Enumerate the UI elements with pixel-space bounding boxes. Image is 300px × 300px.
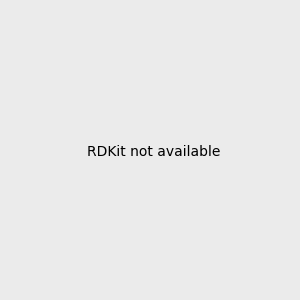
Text: RDKit not available: RDKit not available bbox=[87, 145, 220, 158]
